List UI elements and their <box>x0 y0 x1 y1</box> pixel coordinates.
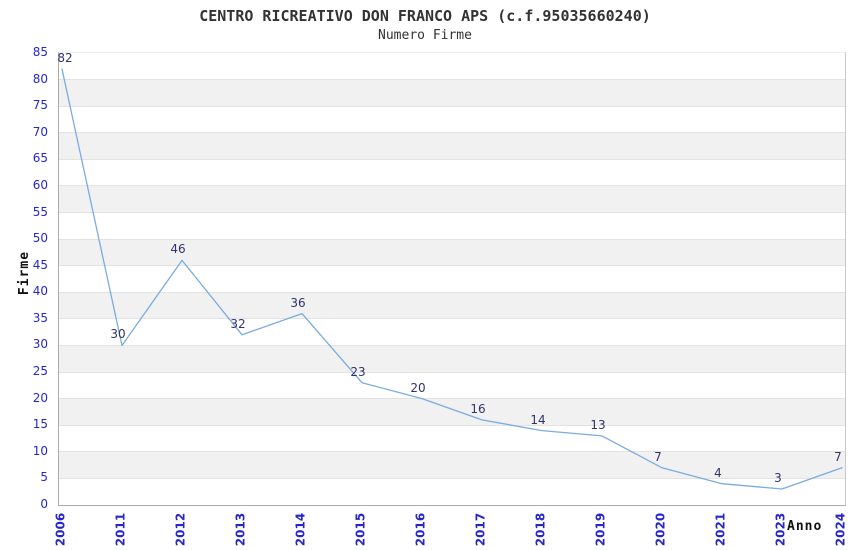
y-tick-label: 20 <box>32 390 48 405</box>
x-tick-label: 2011 <box>113 512 128 547</box>
data-label: 46 <box>170 242 186 257</box>
x-axis-label: Anno <box>787 519 823 534</box>
gridline <box>59 265 845 267</box>
y-tick-label: 75 <box>32 98 48 113</box>
gridline <box>59 158 845 160</box>
y-tick-label: 80 <box>32 71 48 86</box>
data-label: 4 <box>714 465 722 480</box>
gridline <box>59 451 845 453</box>
data-label: 30 <box>110 327 126 342</box>
gridline <box>59 291 845 293</box>
line-series <box>61 68 843 490</box>
y-tick-label: 65 <box>32 151 48 166</box>
x-tick-label: 2016 <box>413 512 428 547</box>
x-tick-label: 2015 <box>353 512 368 547</box>
y-tick-label: 15 <box>32 417 48 432</box>
gridline <box>59 344 845 346</box>
x-tick-label: 2021 <box>713 512 728 547</box>
chart-title: CENTRO RICREATIVO DON FRANCO APS (c.f.95… <box>199 7 651 25</box>
data-label: 7 <box>654 449 662 464</box>
gridline <box>59 477 845 479</box>
background-band <box>59 398 845 426</box>
series-polyline <box>61 68 843 490</box>
x-tick-label: 2018 <box>533 512 548 547</box>
gridline <box>59 424 845 426</box>
x-tick-label: 2020 <box>653 512 668 547</box>
y-tick-label: 60 <box>32 177 48 192</box>
background-band <box>59 239 845 266</box>
gridline <box>59 318 845 320</box>
gridline <box>59 398 845 400</box>
data-label: 7 <box>834 449 842 464</box>
x-tick-label: 2023 <box>773 512 788 547</box>
y-tick-label: 45 <box>32 257 48 272</box>
data-label: 20 <box>410 380 426 395</box>
gridline <box>59 79 845 81</box>
data-label: 13 <box>590 417 606 432</box>
y-tick-label: 70 <box>32 124 48 139</box>
x-tick-label: 2006 <box>53 512 68 547</box>
background-band <box>59 185 845 213</box>
y-tick-label: 35 <box>32 310 48 325</box>
x-tick-label: 2014 <box>293 512 308 547</box>
data-label: 16 <box>470 401 486 416</box>
data-label: 36 <box>290 295 306 310</box>
data-label: 14 <box>530 412 546 427</box>
y-tick-label: 40 <box>32 284 48 299</box>
gridline <box>59 132 845 134</box>
background-band <box>59 345 845 373</box>
data-label: 3 <box>774 471 782 486</box>
x-tick-label: 2019 <box>593 512 608 547</box>
background-band <box>59 132 845 160</box>
y-tick-label: 10 <box>32 443 48 458</box>
x-tick-label: 2024 <box>833 512 848 547</box>
gridline <box>59 238 845 240</box>
x-tick-label: 2012 <box>173 512 188 547</box>
data-label: 82 <box>57 50 73 65</box>
y-tick-label: 30 <box>32 337 48 352</box>
y-tick-label: 85 <box>32 45 48 59</box>
x-tick-label: 2017 <box>473 512 488 547</box>
y-tick-label: 50 <box>32 231 48 246</box>
gridline <box>59 371 845 373</box>
y-tick-label: 0 <box>40 497 48 511</box>
gridline <box>59 212 845 214</box>
gridline <box>59 105 845 107</box>
gridline <box>59 185 845 187</box>
y-tick-label: 25 <box>32 364 48 379</box>
background-band <box>59 292 845 319</box>
plot-area: 82 30 46 32 36 23 20 16 14 13 7 4 3 7 <box>57 51 846 506</box>
y-tick-label: 55 <box>32 204 48 219</box>
x-tick-label: 2013 <box>233 512 248 547</box>
chart-subtitle: Numero Firme <box>378 28 472 43</box>
data-label: 32 <box>230 316 246 331</box>
background-band <box>59 451 845 479</box>
data-label: 23 <box>350 364 366 379</box>
y-tick-label: 5 <box>40 470 48 485</box>
background-band <box>59 79 845 107</box>
